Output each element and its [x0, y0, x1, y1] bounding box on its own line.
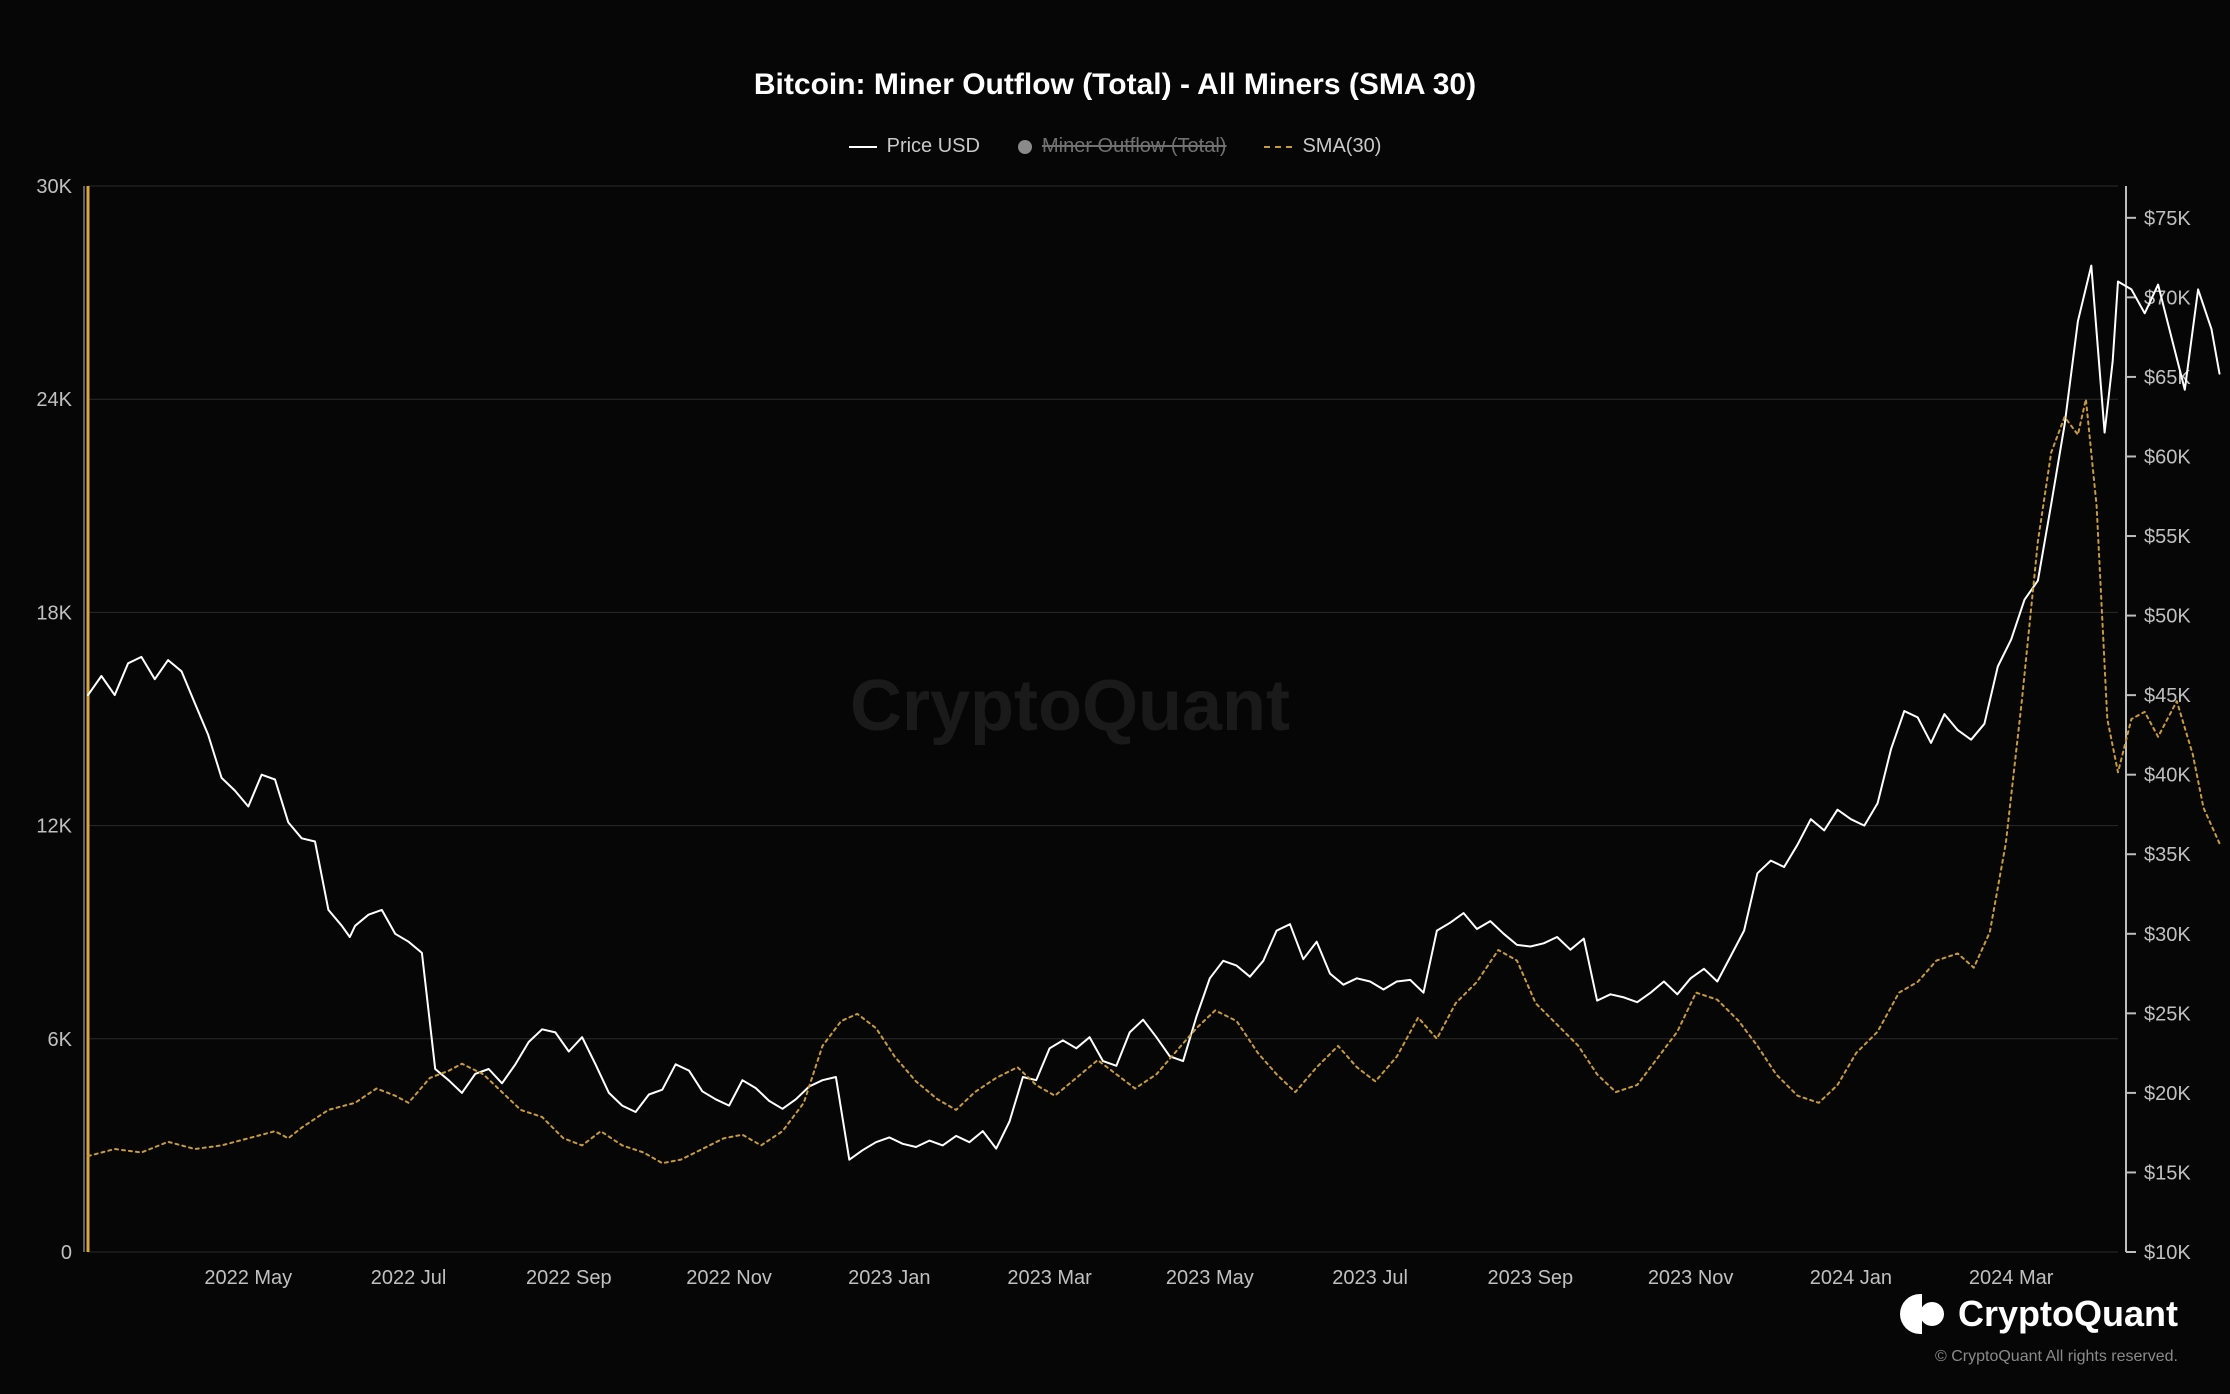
chart-plot: 0 6K 12K 18K 24K 30K $10K $15K $20K $25K $30K $35K $… [0, 0, 2230, 1394]
y-left-tick-label: 24K [36, 389, 72, 411]
x-tick-label: 2023 May [1166, 1267, 1254, 1289]
copyright: © CryptoQuant All rights reserved. [1935, 1348, 2178, 1366]
y-right-tick-label: $25K [2144, 1003, 2191, 1025]
x-tick-label: 2023 Jan [848, 1267, 930, 1289]
x-tick-label: 2023 Sep [1488, 1267, 1574, 1289]
y-right-tick-label: $50K [2144, 606, 2191, 628]
y-right-tick-label: $20K [2144, 1083, 2191, 1105]
y-right-tick-label: $15K [2144, 1162, 2191, 1184]
y-left-tick-label: 12K [36, 816, 72, 838]
x-tick-label: 2022 Jul [371, 1267, 447, 1289]
x-tick-label: 2023 Jul [1332, 1267, 1408, 1289]
x-tick-label: 2022 May [204, 1267, 292, 1289]
series-sma(30) [88, 399, 2220, 1163]
x-tick-label: 2022 Nov [686, 1267, 772, 1289]
y-right-tick-label: $75K [2144, 208, 2191, 230]
y-right-tick-label: $30K [2144, 924, 2191, 946]
cryptoquant-icon [1900, 1292, 1944, 1336]
y-left-tick-label: 0 [61, 1242, 72, 1264]
y-right-tick-label: $35K [2144, 844, 2191, 866]
chart-container: Bitcoin: Miner Outflow (Total) - All Min… [0, 0, 2230, 1394]
y-left-tick-label: 18K [36, 602, 72, 624]
y-right-tick-label: $40K [2144, 765, 2191, 787]
x-tick-label: 2024 Jan [1810, 1267, 1892, 1289]
x-tick-label: 2024 Mar [1969, 1267, 2054, 1289]
y-left-tick-label: 30K [36, 176, 72, 198]
series-price-usd [88, 266, 2220, 1160]
y-right-tick-label: $10K [2144, 1242, 2191, 1264]
x-tick-label: 2023 Mar [1007, 1267, 1092, 1289]
brand-text: CryptoQuant [1958, 1293, 2178, 1335]
y-right-tick-label: $55K [2144, 526, 2191, 548]
x-tick-label: 2023 Nov [1648, 1267, 1734, 1289]
x-tick-label: 2022 Sep [526, 1267, 612, 1289]
y-right-tick-label: $45K [2144, 685, 2191, 707]
y-right-tick-label: $60K [2144, 446, 2191, 468]
brand-logo: CryptoQuant [1900, 1292, 2178, 1336]
y-left-tick-label: 6K [48, 1029, 73, 1051]
